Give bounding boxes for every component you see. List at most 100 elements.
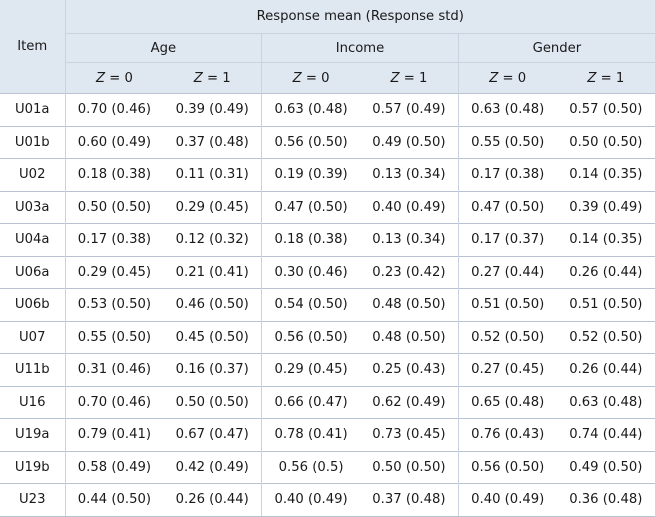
value-cell: 0.40 (0.49) bbox=[261, 483, 360, 517]
value-cell: 0.48 (0.50) bbox=[359, 288, 459, 321]
table-row: U01b 0.60 (0.49) 0.37 (0.48) 0.56 (0.50) 0.4… bbox=[0, 125, 655, 159]
value-cell: 0.50 (0.50) bbox=[556, 125, 655, 159]
table-row: U11b 0.31 (0.46) 0.16 (0.37) 0.29 (0.45) 0.2… bbox=[0, 353, 655, 386]
z-header-income-1: Z = 1 bbox=[359, 62, 459, 94]
z-header-gender-0: Z = 0 bbox=[457, 62, 557, 94]
table-row: U23 0.44 (0.50) 0.26 (0.44) 0.40 (0.49) 0.37… bbox=[0, 483, 655, 517]
value-cell: 0.54 (0.50) bbox=[261, 288, 360, 321]
z-variable: Z bbox=[95, 70, 106, 86]
item-cell: U03a bbox=[0, 190, 65, 224]
item-cell: U04a bbox=[0, 223, 65, 256]
table-row: U04a 0.17 (0.38) 0.12 (0.32) 0.18 (0.38) 0.1… bbox=[0, 223, 655, 256]
value-cell: 0.50 (0.50) bbox=[359, 450, 459, 484]
value-cell: 0.16 (0.37) bbox=[163, 353, 262, 386]
value-cell: 0.37 (0.48) bbox=[359, 483, 459, 517]
item-cell: U07 bbox=[0, 320, 65, 354]
group-header-gender: Gender bbox=[457, 33, 655, 63]
z-header-age-0: Z = 0 bbox=[64, 62, 164, 94]
item-column-header: Item bbox=[0, 0, 65, 94]
item-cell: U23 bbox=[0, 483, 65, 517]
value-cell: 0.60 (0.49) bbox=[64, 125, 164, 159]
value-cell: 0.25 (0.43) bbox=[359, 353, 459, 386]
value-cell: 0.63 (0.48) bbox=[457, 93, 557, 126]
value-cell: 0.13 (0.34) bbox=[359, 223, 459, 256]
value-cell: 0.57 (0.49) bbox=[359, 93, 459, 126]
value-cell: 0.50 (0.50) bbox=[64, 190, 164, 224]
item-cell: U02 bbox=[0, 158, 65, 191]
value-cell: 0.37 (0.48) bbox=[163, 125, 262, 159]
value-cell: 0.50 (0.50) bbox=[163, 385, 262, 419]
value-cell: 0.18 (0.38) bbox=[261, 223, 360, 256]
value-cell: 0.26 (0.44) bbox=[163, 483, 262, 517]
value-cell: 0.52 (0.50) bbox=[457, 320, 557, 354]
value-cell: 0.74 (0.44) bbox=[556, 418, 655, 451]
item-cell: U01b bbox=[0, 125, 65, 159]
z-variable: Z bbox=[292, 70, 302, 86]
value-cell: 0.11 (0.31) bbox=[163, 158, 262, 191]
value-cell: 0.79 (0.41) bbox=[64, 418, 164, 451]
z-header-age-1: Z = 1 bbox=[163, 62, 262, 94]
value-cell: 0.40 (0.49) bbox=[359, 190, 459, 224]
value-cell: 0.44 (0.50) bbox=[64, 483, 164, 517]
z-level: = 0 bbox=[502, 70, 527, 86]
table-row: U03a 0.50 (0.50) 0.29 (0.45) 0.47 (0.50) 0.4… bbox=[0, 190, 655, 224]
z-header-gender-1: Z = 1 bbox=[556, 62, 655, 94]
z-variable: Z bbox=[390, 70, 400, 86]
value-cell: 0.18 (0.38) bbox=[64, 158, 164, 191]
value-cell: 0.47 (0.50) bbox=[457, 190, 557, 224]
item-cell: U11b bbox=[0, 353, 65, 386]
value-cell: 0.39 (0.49) bbox=[556, 190, 655, 224]
item-cell: U19b bbox=[0, 450, 65, 484]
group-header-age: Age bbox=[64, 33, 262, 63]
item-cell: U06a bbox=[0, 255, 65, 289]
value-cell: 0.14 (0.35) bbox=[556, 158, 655, 191]
value-cell: 0.23 (0.42) bbox=[359, 255, 459, 289]
value-cell: 0.78 (0.41) bbox=[261, 418, 360, 451]
value-cell: 0.57 (0.50) bbox=[556, 93, 655, 126]
value-cell: 0.42 (0.49) bbox=[163, 450, 262, 484]
value-cell: 0.46 (0.50) bbox=[163, 288, 262, 321]
value-cell: 0.17 (0.38) bbox=[64, 223, 164, 256]
value-cell: 0.49 (0.50) bbox=[556, 450, 655, 484]
value-cell: 0.12 (0.32) bbox=[163, 223, 262, 256]
value-cell: 0.29 (0.45) bbox=[163, 190, 262, 224]
value-cell: 0.56 (0.5) bbox=[261, 450, 360, 484]
value-cell: 0.31 (0.46) bbox=[64, 353, 164, 386]
item-cell: U19a bbox=[0, 418, 65, 451]
value-cell: 0.48 (0.50) bbox=[359, 320, 459, 354]
table-row: U01a 0.70 (0.46) 0.39 (0.49) 0.63 (0.48) 0.5… bbox=[0, 93, 655, 126]
value-cell: 0.63 (0.48) bbox=[556, 385, 655, 419]
value-cell: 0.73 (0.45) bbox=[359, 418, 459, 451]
value-cell: 0.66 (0.47) bbox=[261, 385, 360, 419]
value-cell: 0.19 (0.39) bbox=[261, 158, 360, 191]
value-cell: 0.27 (0.44) bbox=[457, 255, 557, 289]
value-cell: 0.55 (0.50) bbox=[457, 125, 557, 159]
value-cell: 0.29 (0.45) bbox=[261, 353, 360, 386]
item-cell: U16 bbox=[0, 385, 65, 419]
value-cell: 0.17 (0.37) bbox=[457, 223, 557, 256]
value-cell: 0.65 (0.48) bbox=[457, 385, 557, 419]
z-level: = 1 bbox=[207, 70, 231, 86]
value-cell: 0.53 (0.50) bbox=[64, 288, 164, 321]
value-cell: 0.70 (0.46) bbox=[64, 385, 164, 419]
value-cell: 0.51 (0.50) bbox=[457, 288, 557, 321]
value-cell: 0.56 (0.50) bbox=[261, 125, 360, 159]
value-cell: 0.13 (0.34) bbox=[359, 158, 459, 191]
value-cell: 0.56 (0.50) bbox=[457, 450, 557, 484]
value-cell: 0.30 (0.46) bbox=[261, 255, 360, 289]
value-cell: 0.56 (0.50) bbox=[261, 320, 360, 354]
value-cell: 0.62 (0.49) bbox=[359, 385, 459, 419]
z-variable: Z bbox=[193, 70, 203, 86]
value-cell: 0.26 (0.44) bbox=[556, 255, 655, 289]
z-header-income-0: Z = 0 bbox=[261, 62, 360, 94]
table-row: U02 0.18 (0.38) 0.11 (0.31) 0.19 (0.39) 0.13… bbox=[0, 158, 655, 191]
z-level: = 1 bbox=[600, 70, 625, 86]
value-cell: 0.76 (0.43) bbox=[457, 418, 557, 451]
value-cell: 0.45 (0.50) bbox=[163, 320, 262, 354]
z-level: = 0 bbox=[109, 70, 133, 86]
table-row: U07 0.55 (0.50) 0.45 (0.50) 0.56 (0.50) 0.48… bbox=[0, 320, 655, 354]
value-cell: 0.58 (0.49) bbox=[64, 450, 164, 484]
response-header: Response mean (Response std) bbox=[64, 0, 655, 34]
z-level: = 1 bbox=[403, 70, 428, 86]
